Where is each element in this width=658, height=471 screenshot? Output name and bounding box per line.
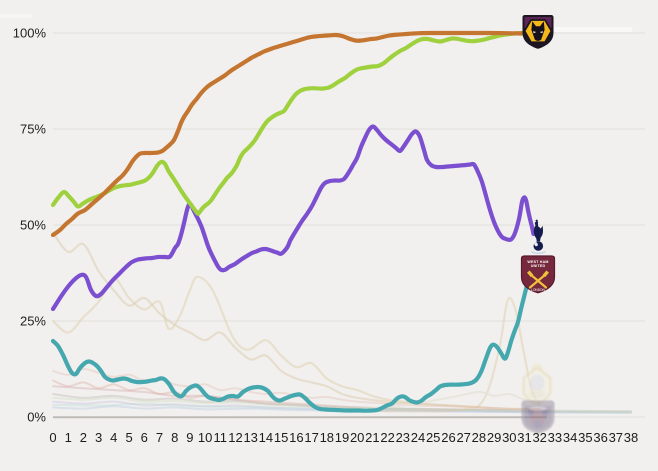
- svg-text:3: 3: [95, 430, 102, 445]
- svg-text:36: 36: [593, 430, 607, 445]
- svg-text:21: 21: [365, 430, 379, 445]
- svg-text:27: 27: [456, 430, 470, 445]
- svg-text:14: 14: [259, 430, 273, 445]
- svg-text:20: 20: [350, 430, 364, 445]
- svg-text:0: 0: [49, 430, 56, 445]
- svg-text:7: 7: [156, 430, 163, 445]
- svg-text:5: 5: [125, 430, 132, 445]
- svg-text:19: 19: [335, 430, 349, 445]
- svg-text:11: 11: [214, 430, 228, 445]
- svg-text:UNITED: UNITED: [531, 264, 546, 268]
- svg-text:9: 9: [186, 430, 193, 445]
- svg-text:1: 1: [65, 430, 72, 445]
- svg-text:13: 13: [243, 430, 257, 445]
- svg-text:LONDON: LONDON: [531, 288, 545, 292]
- svg-text:30: 30: [502, 430, 516, 445]
- svg-text:26: 26: [441, 430, 455, 445]
- svg-text:25%: 25%: [20, 314, 46, 329]
- svg-text:WEST HAM: WEST HAM: [527, 260, 548, 264]
- svg-text:50%: 50%: [20, 218, 46, 233]
- svg-text:100%: 100%: [13, 26, 47, 41]
- svg-text:8: 8: [171, 430, 178, 445]
- svg-text:34: 34: [563, 430, 577, 445]
- svg-text:75%: 75%: [20, 122, 46, 137]
- svg-text:32: 32: [532, 430, 546, 445]
- svg-text:12: 12: [228, 430, 242, 445]
- svg-text:0%: 0%: [27, 410, 46, 425]
- svg-text:22: 22: [380, 430, 394, 445]
- svg-text:28: 28: [472, 430, 486, 445]
- svg-text:4: 4: [110, 430, 117, 445]
- svg-text:10: 10: [198, 430, 212, 445]
- svg-text:2: 2: [80, 430, 87, 445]
- svg-text:35: 35: [578, 430, 592, 445]
- svg-text:15: 15: [274, 430, 288, 445]
- svg-text:31: 31: [517, 430, 531, 445]
- svg-text:25: 25: [426, 430, 440, 445]
- svg-text:29: 29: [487, 430, 501, 445]
- svg-text:17: 17: [304, 430, 318, 445]
- svg-text:37: 37: [609, 430, 623, 445]
- svg-text:38: 38: [624, 430, 638, 445]
- svg-text:18: 18: [320, 430, 334, 445]
- svg-text:6: 6: [141, 430, 148, 445]
- svg-text:33: 33: [548, 430, 562, 445]
- svg-text:23: 23: [396, 430, 410, 445]
- svg-text:16: 16: [289, 430, 303, 445]
- svg-text:24: 24: [411, 430, 425, 445]
